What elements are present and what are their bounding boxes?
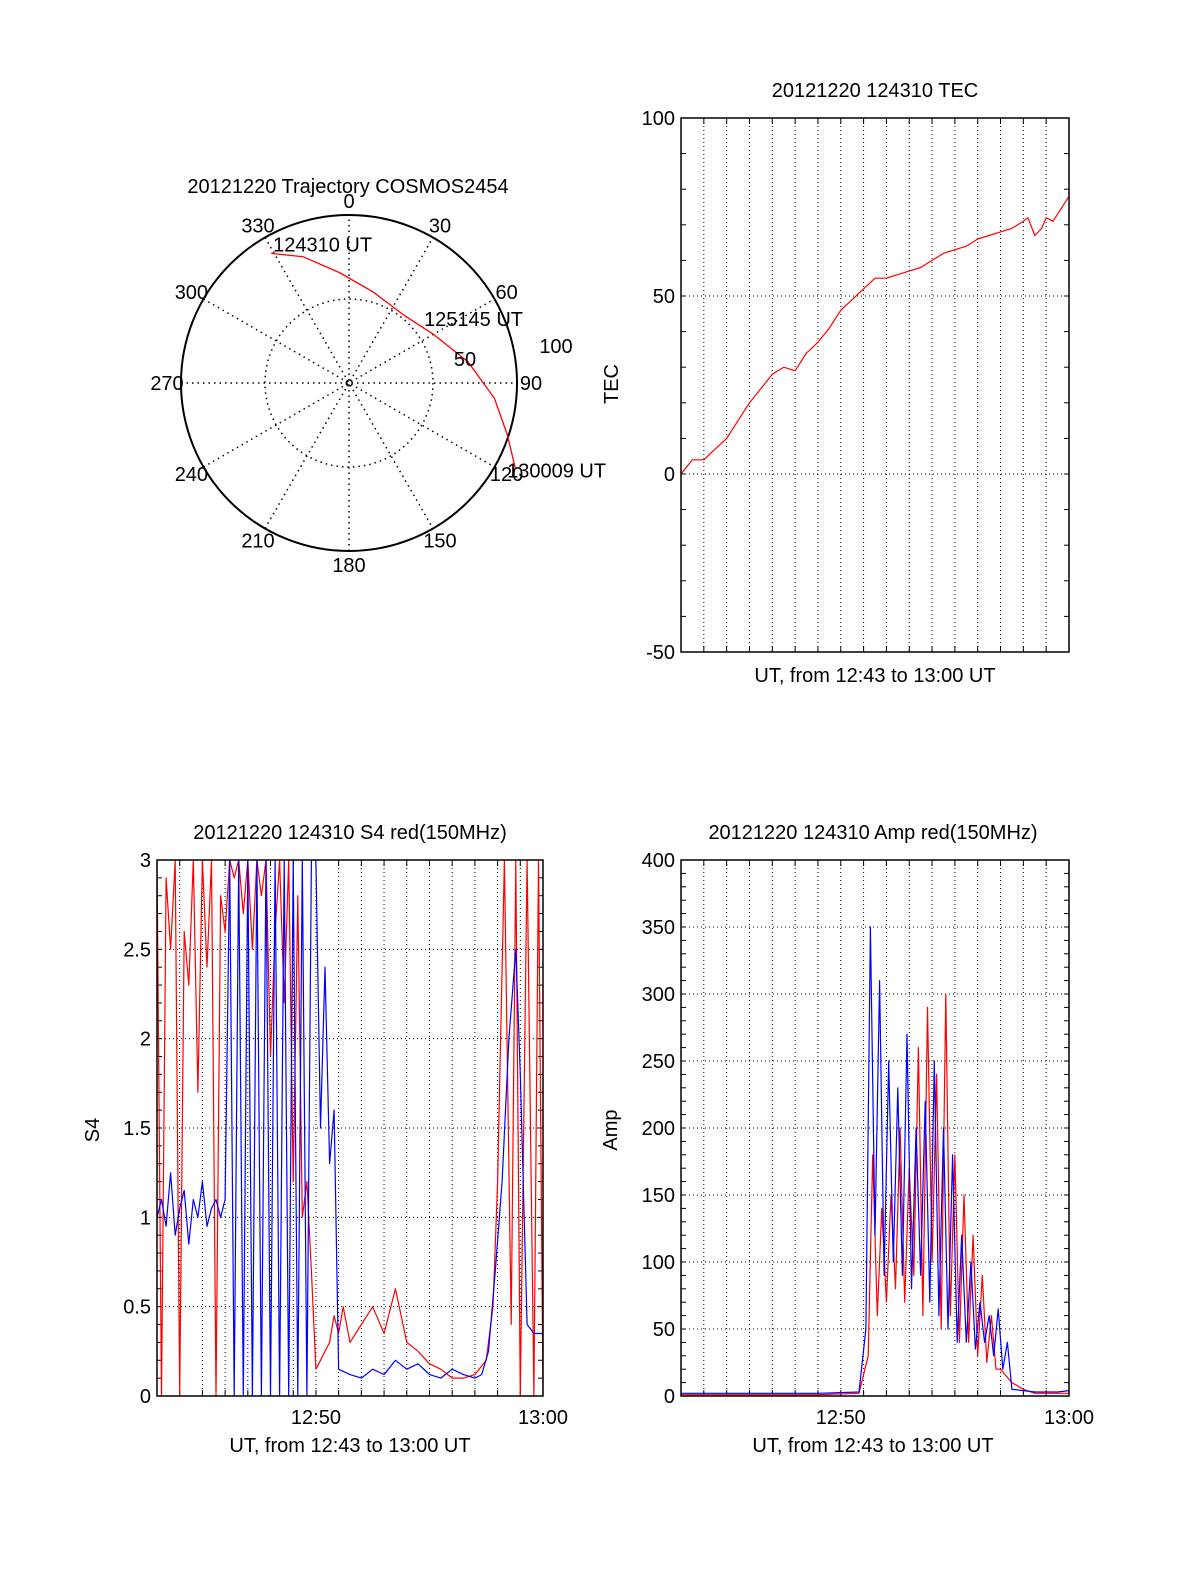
polar-azimuth-label: 150 [423, 531, 456, 553]
amp-ytick-label: 350 [642, 917, 675, 939]
polar-ring-50 [264, 298, 434, 468]
amp-ytick-label: 400 [642, 850, 675, 872]
tec-ylabel: TEC [601, 364, 623, 404]
polar-radius-label: 50 [454, 349, 476, 371]
polar-time-annotation: 125145 UT [424, 309, 523, 331]
polar-azimuth-label: 0 [343, 191, 354, 213]
s4-ytick-label: 0.5 [123, 1297, 151, 1319]
amp-ytick-label: 100 [642, 1252, 675, 1274]
polar-center-mark [345, 379, 353, 387]
s4-xtick-label: 13:00 [518, 1407, 568, 1429]
s4-plot-area: 0 0.5 1 1.5 2 2.5 3 12:50 13:00 [123, 850, 568, 1429]
s4-ylabel: S4 [82, 1118, 104, 1142]
s4-ytick-label: 1 [140, 1207, 151, 1229]
amp-title: 20121220 124310 Amp red(150MHz) [708, 822, 1037, 844]
amp-ytick-label: 0 [664, 1386, 675, 1408]
tec-frame [680, 117, 1070, 653]
tec-title: 20121220 124310 TEC [772, 80, 978, 102]
polar-azimuth-label: 90 [520, 373, 542, 395]
polar-labels: 0 30 60 90 120 150 180 210 240 270 300 330 50 100 1243… [150, 191, 606, 577]
polar-spoke [264, 237, 434, 529]
amp-series-line-2 [681, 926, 1069, 1394]
amp-frame [680, 859, 1070, 1397]
amp-ytick-label: 200 [642, 1118, 675, 1140]
polar-title: 20121220 Trajectory COSMOS2454 [187, 176, 508, 198]
s4-frame [156, 859, 544, 1397]
amp-ytick-label: 50 [653, 1319, 675, 1341]
polar-radius-label: 100 [539, 336, 572, 358]
amp-xtick-label: 12:50 [816, 1407, 866, 1429]
polar-azimuth-label: 270 [150, 373, 183, 395]
polar-azimuth-label: 210 [241, 531, 274, 553]
polar-spoke [203, 298, 495, 468]
s4-ytick-label: 3 [140, 850, 151, 872]
polar-azimuth-label: 180 [332, 555, 365, 577]
polar-series [271, 252, 516, 468]
s4-title: 20121220 124310 S4 red(150MHz) [193, 822, 507, 844]
amp-plot-area: 0 50 100 150 200 250 300 350 400 12:50 13:00 [642, 850, 1094, 1429]
s4-ytick-label: 2 [140, 1029, 151, 1051]
tec-ytick-label: 0 [664, 464, 675, 486]
amp-series-line-1 [681, 993, 1069, 1396]
amp-ytick-label: 250 [642, 1051, 675, 1073]
polar-trajectory-line [271, 252, 516, 468]
polar-time-annotation: 130009 UT [507, 461, 606, 483]
amp-xlabel: UT, from 12:43 to 13:00 UT [752, 1435, 993, 1457]
tec-plot-area: -50 0 50 100 [642, 108, 1070, 664]
polar-azimuth-label: 60 [495, 282, 517, 304]
tec-panel: 20121220 124310 TEC UT, from 12:43 to 13… [601, 80, 1070, 687]
polar-grid [180, 214, 518, 552]
polar-azimuth-label: 120 [490, 464, 523, 486]
tec-ytick-label: 100 [642, 108, 675, 130]
s4-series-line-1 [157, 860, 543, 1396]
s4-ytick-label: 0 [140, 1386, 151, 1408]
polar-spoke [264, 237, 434, 529]
polar-spoke [203, 298, 495, 468]
s4-ytick-label: 2.5 [123, 939, 151, 961]
polar-azimuth-label: 300 [175, 282, 208, 304]
tec-xlabel: UT, from 12:43 to 13:00 UT [754, 665, 995, 687]
s4-panel: 20121220 124310 S4 red(150MHz) UT, from … [82, 822, 568, 1457]
tec-series-line-1 [681, 195, 1069, 475]
amp-xtick-label: 13:00 [1044, 1407, 1094, 1429]
polar-azimuth-label: 240 [175, 464, 208, 486]
s4-ytick-label: 1.5 [123, 1118, 151, 1140]
s4-series-line-2 [157, 860, 543, 1396]
polar-trajectory-panel: 20121220 Trajectory COSMOS2454 0 30 60 90 12… [150, 176, 606, 577]
amp-ylabel: Amp [600, 1109, 622, 1150]
s4-xlabel: UT, from 12:43 to 13:00 UT [229, 1435, 470, 1457]
tec-ytick-label: -50 [646, 642, 675, 664]
polar-time-annotation: 124310 UT [273, 234, 372, 256]
polar-azimuth-label: 330 [241, 215, 274, 237]
amp-ytick-label: 300 [642, 984, 675, 1006]
s4-xtick-label: 12:50 [291, 1407, 341, 1429]
tec-ytick-label: 50 [653, 286, 675, 308]
amp-panel: 20121220 124310 Amp red(150MHz) UT, from… [600, 822, 1094, 1457]
polar-azimuth-label: 30 [429, 215, 451, 237]
amp-ytick-label: 150 [642, 1185, 675, 1207]
